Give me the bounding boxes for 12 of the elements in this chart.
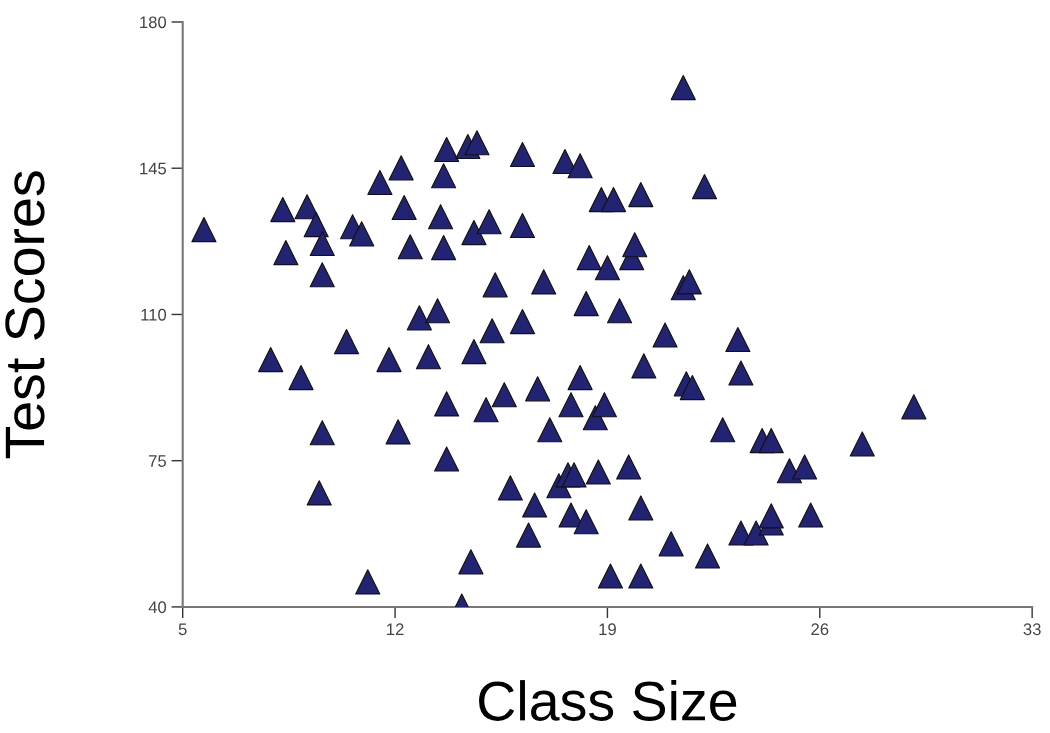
x-tick-label: 5 — [178, 623, 187, 636]
x-tick-label: 26 — [811, 623, 829, 636]
y-tick-label: 180 — [140, 16, 167, 29]
x-tick-label: 12 — [387, 623, 404, 635]
x-tick-label: 33 — [1023, 623, 1041, 636]
x-tick-label: 19 — [599, 623, 616, 636]
x-axis-title: Class Size — [479, 680, 737, 721]
y-tick-label: 75 — [149, 455, 167, 467]
y-tick-label: 145 — [140, 162, 167, 175]
y-tick-label: 40 — [148, 601, 167, 614]
y-axis-title: Test Scores — [5, 171, 45, 459]
y-tick-label: 110 — [141, 308, 167, 321]
